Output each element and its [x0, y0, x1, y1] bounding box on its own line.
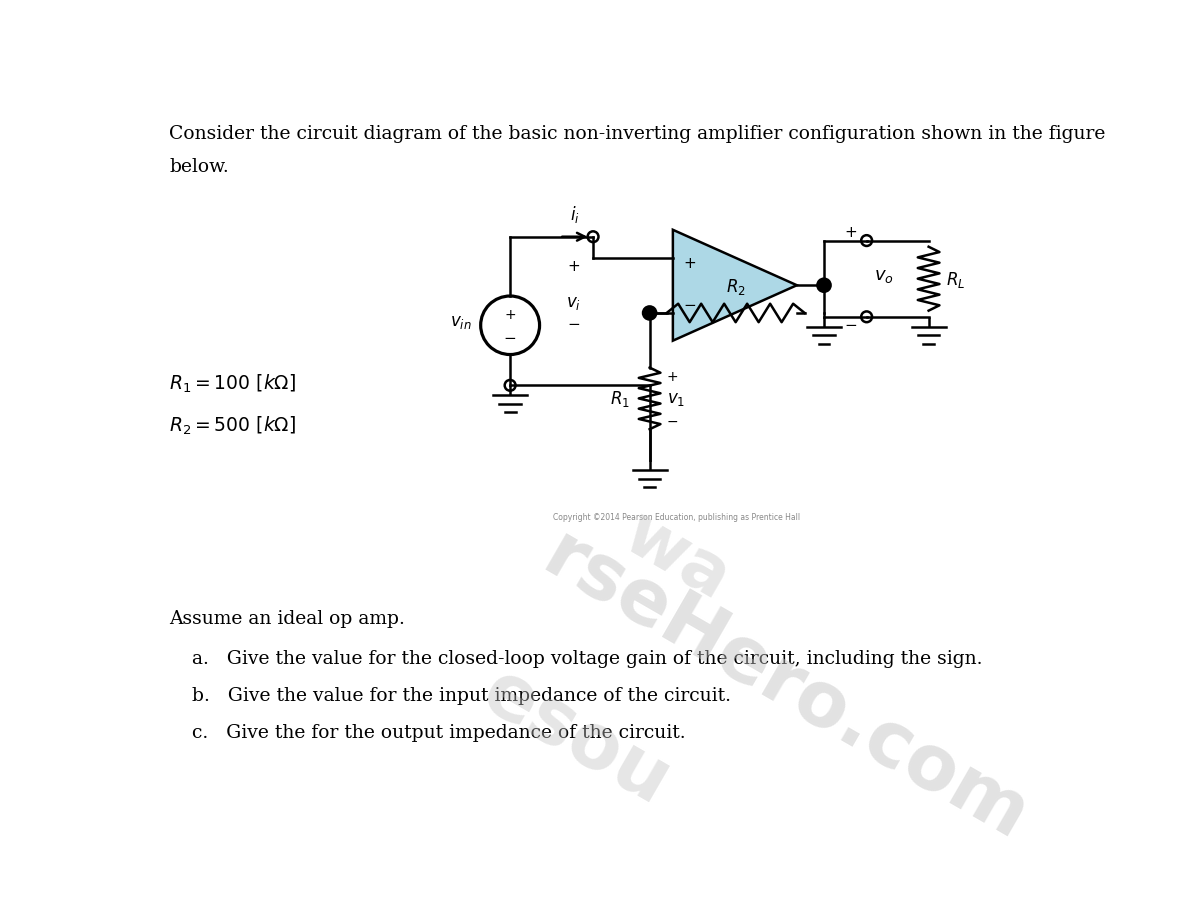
Text: a.   Give the value for the closed-loop voltage gain of the circuit, including t: a. Give the value for the closed-loop vo… [193, 649, 982, 667]
Text: $v_o$: $v_o$ [875, 266, 894, 284]
Text: rseHero.com: rseHero.com [530, 519, 1041, 856]
Text: wa: wa [612, 500, 742, 613]
Circle shape [643, 307, 657, 320]
Text: Assume an ideal op amp.: Assume an ideal op amp. [169, 609, 405, 627]
Text: −: − [684, 298, 696, 313]
Text: −: − [666, 414, 678, 428]
Text: $i_i$: $i_i$ [570, 204, 580, 225]
Text: b.   Give the value for the input impedance of the circuit.: b. Give the value for the input impedanc… [193, 686, 731, 704]
Text: Copyright ©2014 Pearson Education, publishing as Prentice Hall: Copyright ©2014 Pearson Education, publi… [553, 512, 800, 521]
Text: −: − [503, 331, 516, 345]
Text: $R_2$: $R_2$ [726, 277, 745, 297]
Text: c.   Give the for the output impedance of the circuit.: c. Give the for the output impedance of … [193, 723, 686, 741]
Text: $v_{in}$: $v_{in}$ [449, 314, 471, 330]
Text: +: + [568, 259, 580, 274]
Text: $R_2 = 500\ [k\Omega]$: $R_2 = 500\ [k\Omega]$ [169, 414, 296, 437]
Text: $R_L$: $R_L$ [945, 270, 966, 290]
Text: esou: esou [470, 654, 683, 821]
Circle shape [861, 312, 872, 323]
Text: below.: below. [169, 158, 229, 176]
Circle shape [504, 381, 515, 391]
Text: +: + [666, 370, 678, 383]
Polygon shape [673, 231, 797, 341]
Circle shape [861, 236, 872, 246]
Text: Consider the circuit diagram of the basic non-inverting amplifier configuration : Consider the circuit diagram of the basi… [169, 124, 1106, 143]
Text: −: − [845, 318, 858, 333]
Text: $v_1$: $v_1$ [666, 391, 685, 408]
Text: +: + [845, 225, 858, 240]
Text: +: + [684, 255, 696, 271]
Text: $R_1$: $R_1$ [610, 389, 630, 409]
Circle shape [817, 280, 830, 292]
Text: $v_i$: $v_i$ [567, 295, 581, 312]
Text: +: + [504, 308, 516, 322]
Text: −: − [568, 317, 580, 332]
Circle shape [588, 232, 599, 243]
Text: $R_1 = 100\ [k\Omega]$: $R_1 = 100\ [k\Omega]$ [169, 372, 296, 394]
